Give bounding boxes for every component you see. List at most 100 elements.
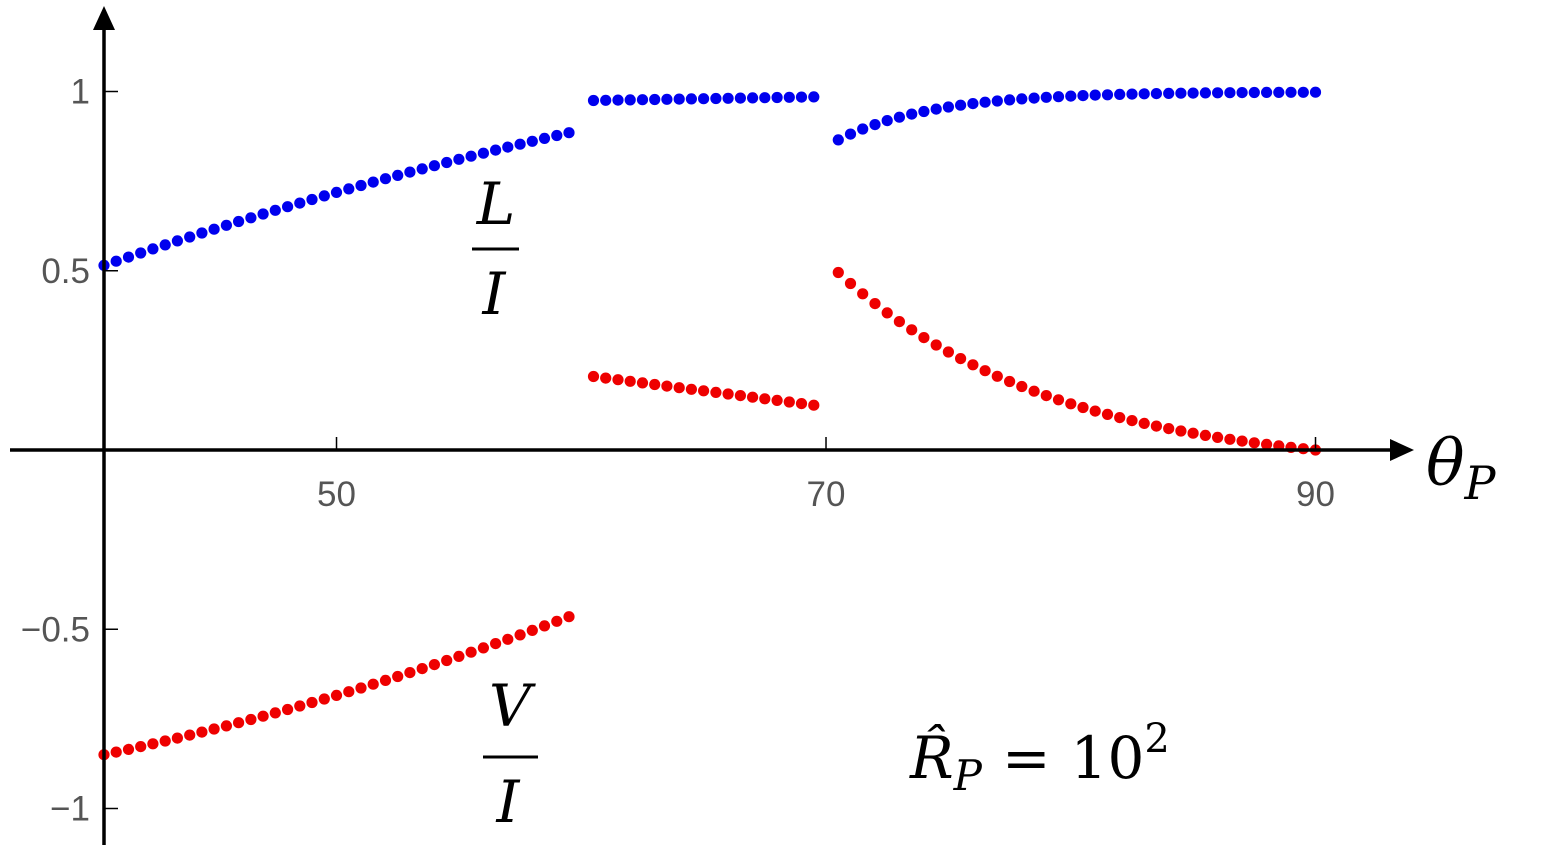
blue-data-point (832, 134, 844, 146)
blue-data-point (392, 169, 404, 181)
blue-data-point (135, 247, 147, 259)
red-data-point (1065, 398, 1077, 410)
red-data-point (122, 743, 135, 756)
blue-data-point (1309, 86, 1322, 98)
blue-data-point (245, 212, 257, 224)
blue-data-point (404, 166, 416, 178)
param-base: 10 (1071, 724, 1145, 792)
red-data-point (600, 372, 612, 384)
blue-data-point (208, 223, 220, 235)
blue-data-point (649, 93, 661, 106)
blue-data-point (490, 144, 502, 156)
blue-data-point (1004, 94, 1016, 106)
red-data-point (991, 370, 1003, 382)
red-data-point (343, 686, 355, 698)
blue-data-point (844, 128, 857, 140)
y-tick-label: −1 (50, 790, 90, 829)
annotation-l-numerator: L (476, 170, 516, 238)
blue-data-point (220, 219, 232, 231)
red-data-point (783, 396, 795, 408)
blue-data-point (857, 123, 869, 135)
red-data-point (220, 720, 232, 732)
red-data-point (808, 399, 820, 411)
blue-data-point (1150, 88, 1162, 100)
blue-data-point (1187, 87, 1199, 99)
annotation-v-numerator: V (489, 672, 536, 740)
blue-data-point (881, 115, 893, 127)
red-data-point (1040, 390, 1052, 402)
blue-data-point (930, 103, 942, 115)
blue-data-point (1248, 86, 1260, 99)
blue-data-point (808, 91, 820, 103)
blue-data-point (587, 94, 600, 107)
blue-data-point (1175, 87, 1187, 99)
red-data-point (159, 735, 171, 747)
red-data-point (502, 633, 514, 645)
red-data-point (1212, 431, 1224, 443)
red-data-point (893, 316, 906, 328)
red-data-point (465, 646, 477, 658)
blue-data-point (294, 197, 306, 209)
red-data-point (1114, 412, 1126, 424)
red-data-point (355, 682, 367, 694)
y-tick-label: −0.5 (21, 610, 90, 649)
blue-data-point (282, 201, 294, 213)
red-data-point (734, 390, 747, 402)
red-data-point (1138, 417, 1150, 429)
blue-data-point (269, 204, 281, 216)
blue-data-point (159, 239, 171, 251)
blue-data-point (759, 92, 771, 104)
red-data-point (1163, 423, 1175, 435)
blue-data-point (233, 215, 245, 228)
blue-data-point (1261, 86, 1273, 98)
x-axis-label-subscript: P (1464, 456, 1497, 510)
red-data-point (147, 738, 159, 750)
red-data-point (269, 707, 281, 719)
red-data-point (1248, 437, 1260, 449)
blue-data-point (906, 108, 918, 120)
y-axis-arrow (93, 6, 115, 30)
red-data-point (416, 663, 428, 675)
red-data-point (1077, 401, 1089, 414)
blue-data-point (171, 235, 183, 247)
blue-data-point (1052, 91, 1065, 103)
red-data-point (710, 386, 722, 398)
axes (10, 6, 1414, 845)
blue-data-point (600, 94, 612, 106)
blue-data-point (734, 92, 747, 104)
blue-data-point (979, 96, 991, 108)
x-tick-label: 90 (1296, 475, 1335, 514)
red-data-point (649, 378, 661, 391)
data-points (98, 86, 1322, 761)
red-data-point (1199, 429, 1211, 441)
red-data-point (906, 324, 918, 336)
annotation-parameter: R̂P = 102 (909, 716, 1170, 800)
blue-data-point (1138, 88, 1150, 100)
param-subscript: P (953, 751, 983, 800)
red-data-point (857, 288, 869, 300)
blue-data-point (1028, 92, 1040, 104)
annotation-v-denominator: I (496, 768, 521, 836)
blue-data-point (184, 231, 196, 243)
red-data-point (428, 659, 440, 671)
blue-data-point (306, 193, 318, 206)
red-data-point (930, 339, 942, 351)
blue-data-point (196, 227, 208, 239)
blue-data-point (343, 183, 355, 195)
blue-data-point (869, 119, 881, 131)
red-data-point (747, 391, 759, 403)
red-data-point (453, 650, 465, 663)
red-data-point (404, 667, 416, 679)
y-tick-label: 1 (71, 73, 90, 112)
red-data-point (869, 298, 881, 310)
red-data-point (208, 723, 220, 735)
blue-data-point (465, 150, 477, 162)
blue-data-point (1273, 86, 1285, 98)
blue-data-point (122, 251, 135, 263)
param-equals: = (1002, 724, 1051, 792)
x-axis-label: θP (1426, 427, 1497, 510)
red-data-point (624, 375, 636, 387)
red-data-point (110, 746, 122, 758)
param-exponent: 2 (1144, 716, 1169, 762)
y-tick-label: 0.5 (41, 252, 90, 291)
